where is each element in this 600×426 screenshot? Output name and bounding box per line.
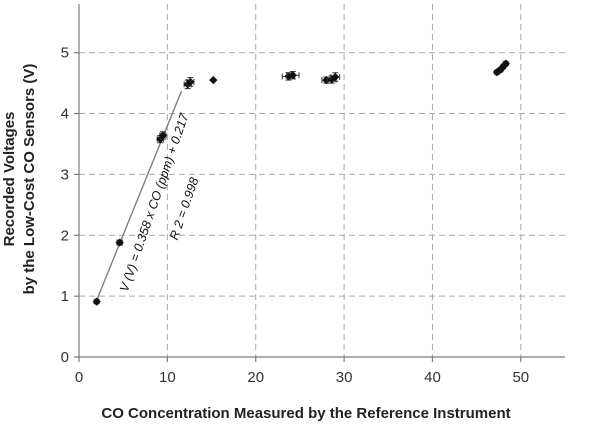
data-point bbox=[92, 297, 101, 306]
diamond-marker bbox=[92, 297, 101, 306]
diamond-marker bbox=[209, 75, 218, 85]
diamond-marker bbox=[288, 71, 298, 80]
y-tick-label: 2 bbox=[61, 227, 69, 244]
diamond-marker bbox=[186, 77, 195, 87]
diamond-marker bbox=[501, 59, 510, 68]
fit-line-group bbox=[96, 90, 183, 301]
axes: 0 10 20 30 40 50 0 1 2 3 4 5 bbox=[61, 4, 565, 386]
y-tick-label: 3 bbox=[61, 166, 69, 183]
y-axis-title-line-2: by the Low-Cost CO Sensors (V) bbox=[21, 64, 38, 295]
data-point bbox=[158, 131, 168, 140]
x-tick-label: 30 bbox=[336, 369, 353, 386]
data-point bbox=[330, 72, 341, 82]
x-tick-label: 20 bbox=[247, 369, 264, 386]
y-tick-label: 5 bbox=[61, 45, 69, 62]
grid-lines bbox=[79, 4, 565, 357]
x-tick-label: 0 bbox=[75, 369, 83, 386]
data-point bbox=[286, 71, 300, 80]
diamond-marker bbox=[331, 72, 340, 82]
y-axis-title-line-1: Recorded Voltages bbox=[1, 112, 18, 247]
data-point bbox=[115, 238, 124, 247]
data-points bbox=[92, 59, 510, 306]
r-squared-label: R 2 = 0.998 bbox=[167, 176, 201, 242]
data-point bbox=[209, 75, 218, 85]
diamond-marker bbox=[158, 131, 168, 140]
diamond-marker bbox=[115, 238, 124, 247]
x-tick-label: 40 bbox=[424, 369, 441, 386]
regression-fit-line bbox=[96, 90, 183, 301]
y-tick-label: 4 bbox=[61, 106, 69, 123]
data-point bbox=[186, 77, 195, 87]
y-tick-label: 1 bbox=[61, 288, 69, 305]
x-tick-label: 50 bbox=[512, 369, 529, 386]
y-tick-label: 0 bbox=[61, 349, 69, 366]
x-axis-title: CO Concentration Measured by the Referen… bbox=[101, 405, 510, 422]
data-point bbox=[501, 59, 510, 68]
x-tick-label: 10 bbox=[159, 369, 176, 386]
